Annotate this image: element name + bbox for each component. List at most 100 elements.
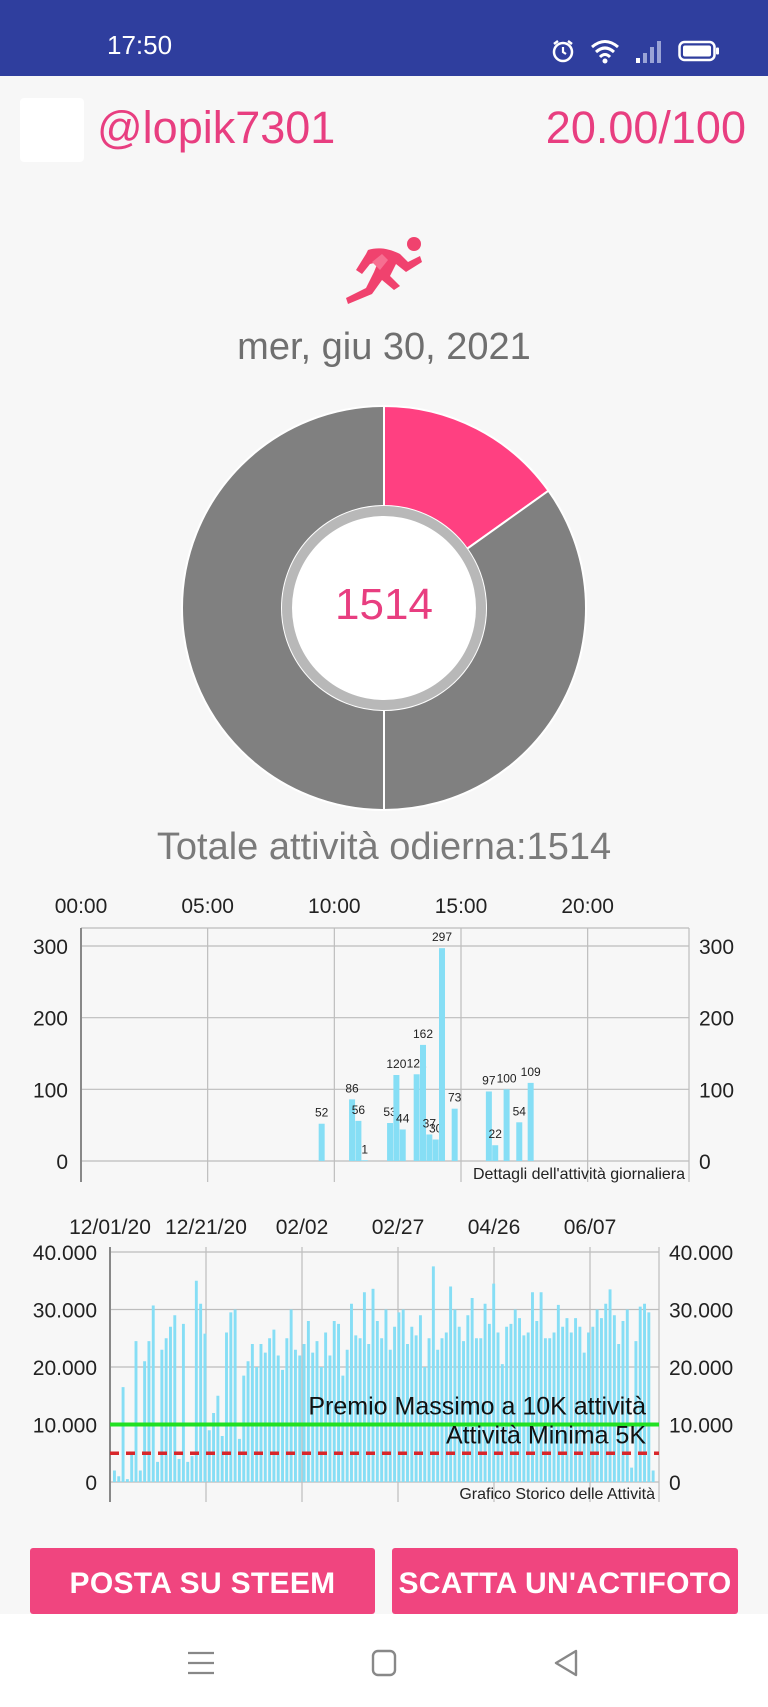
history-bar — [638, 1306, 642, 1482]
history-bar — [164, 1338, 168, 1482]
chart-description: Grafico Storico delle Attività — [459, 1486, 655, 1503]
y-tick-label-right: 30.000 — [669, 1300, 733, 1323]
status-icons — [550, 36, 720, 66]
history-bar — [225, 1332, 228, 1482]
history-bar — [125, 1479, 129, 1482]
history-bar — [371, 1288, 375, 1482]
data-label: 56 — [352, 1103, 366, 1117]
history-bar — [591, 1326, 595, 1482]
history-bar — [121, 1387, 125, 1482]
y-tick-label-right: 200 — [699, 1008, 734, 1031]
date-label: mer, giu 30, 2021 — [237, 326, 531, 368]
history-bar — [487, 1323, 491, 1482]
total-activity-label: Totale attività odierna:1514 — [156, 826, 612, 868]
y-tick-label-left: 10.000 — [33, 1415, 97, 1438]
history-bar — [220, 1436, 224, 1482]
data-label: 109 — [521, 1065, 541, 1079]
take-actiphoto-button[interactable]: SCATTA UN'ACTIFOTO — [392, 1548, 738, 1614]
runner-icon — [346, 237, 422, 304]
wifi-icon — [591, 40, 619, 64]
history-bar — [354, 1335, 358, 1482]
donut-hole — [292, 516, 476, 700]
history-bar — [453, 1309, 457, 1482]
history-bar — [604, 1303, 608, 1482]
data-label: 37 — [423, 1116, 437, 1130]
y-tick-label-right: 0 — [669, 1472, 681, 1495]
home-icon[interactable] — [370, 1648, 398, 1678]
history-bar — [160, 1349, 164, 1482]
history-bar — [181, 1323, 185, 1482]
data-label: 162 — [413, 1027, 433, 1041]
history-bar — [263, 1352, 267, 1482]
history-bar — [294, 1349, 297, 1482]
history-bar — [147, 1341, 151, 1482]
history-bar — [199, 1303, 203, 1482]
history-bar — [561, 1326, 565, 1482]
history-bar — [207, 1430, 211, 1482]
data-bar — [451, 1108, 458, 1161]
history-bar — [647, 1312, 651, 1482]
history-bar — [483, 1303, 487, 1482]
history-bar — [393, 1326, 397, 1482]
daily-activity-chart: 300 300 200 200 100 100 0 0 00:00 05:00 10:00 15:00… — [33, 895, 734, 1183]
data-bar — [399, 1129, 406, 1161]
data-bar — [527, 1082, 534, 1161]
history-bar — [418, 1315, 422, 1482]
x-tick-label: 20:00 — [561, 895, 614, 918]
history-bar — [190, 1456, 194, 1482]
history-bar — [526, 1332, 530, 1482]
history-bar — [406, 1344, 409, 1482]
donut-chart — [181, 404, 587, 812]
chart-description: Dettagli dell'attività giornaliera — [473, 1166, 685, 1183]
data-bar — [439, 948, 445, 1161]
history-bar — [608, 1289, 612, 1482]
data-label: 120 — [386, 1057, 406, 1071]
history-bar — [612, 1315, 616, 1482]
history-bar — [362, 1292, 366, 1482]
x-tick-label: 06/07 — [564, 1216, 617, 1239]
history-bar — [259, 1344, 263, 1482]
history-bar — [531, 1292, 534, 1482]
history-bar — [212, 1413, 216, 1482]
y-tick-label-right: 20.000 — [669, 1357, 733, 1380]
history-bar — [315, 1341, 319, 1482]
history-bar — [250, 1344, 254, 1482]
y-tick-label-left: 200 — [33, 1008, 68, 1031]
back-icon[interactable] — [552, 1648, 580, 1678]
y-tick-label-right: 0 — [699, 1151, 711, 1174]
data-label: 86 — [345, 1081, 359, 1095]
signal-icon — [636, 41, 661, 63]
history-activity-chart: 40.000 40.000 30.000 30.000 20.000 20.000 10.0… — [33, 1216, 733, 1503]
history-bar — [440, 1338, 444, 1482]
history-bar — [556, 1304, 560, 1482]
history-bar — [186, 1461, 190, 1482]
y-tick-label-left: 300 — [33, 936, 68, 959]
x-tick-label: 12/21/20 — [165, 1216, 247, 1239]
history-bar — [457, 1326, 461, 1482]
x-tick-label: 00:00 — [55, 895, 108, 918]
history-bar — [268, 1338, 272, 1482]
avatar[interactable] — [20, 98, 84, 162]
history-bar — [151, 1305, 155, 1482]
y-tick-label-left: 20.000 — [33, 1357, 97, 1380]
history-bar — [621, 1321, 625, 1482]
post-steem-button[interactable]: POSTA SU STEEM — [30, 1548, 375, 1614]
history-bar — [216, 1395, 220, 1482]
username: @lopik7301 — [97, 102, 336, 153]
history-bar — [337, 1323, 341, 1482]
history-bar — [311, 1352, 315, 1482]
history-bar — [324, 1332, 328, 1482]
history-bar — [543, 1338, 547, 1482]
y-tick-label-left: 30.000 — [33, 1300, 97, 1323]
history-bar — [492, 1283, 496, 1482]
menu-icon[interactable] — [186, 1648, 216, 1678]
history-bar — [522, 1335, 526, 1482]
data-label: 22 — [489, 1127, 503, 1141]
data-bar — [355, 1120, 362, 1161]
history-bar — [436, 1349, 440, 1482]
history-bar — [233, 1309, 237, 1482]
data-bar — [361, 1160, 368, 1161]
x-tick-label: 02/27 — [372, 1216, 425, 1239]
data-label: 73 — [448, 1091, 462, 1105]
data-bar — [492, 1145, 499, 1161]
